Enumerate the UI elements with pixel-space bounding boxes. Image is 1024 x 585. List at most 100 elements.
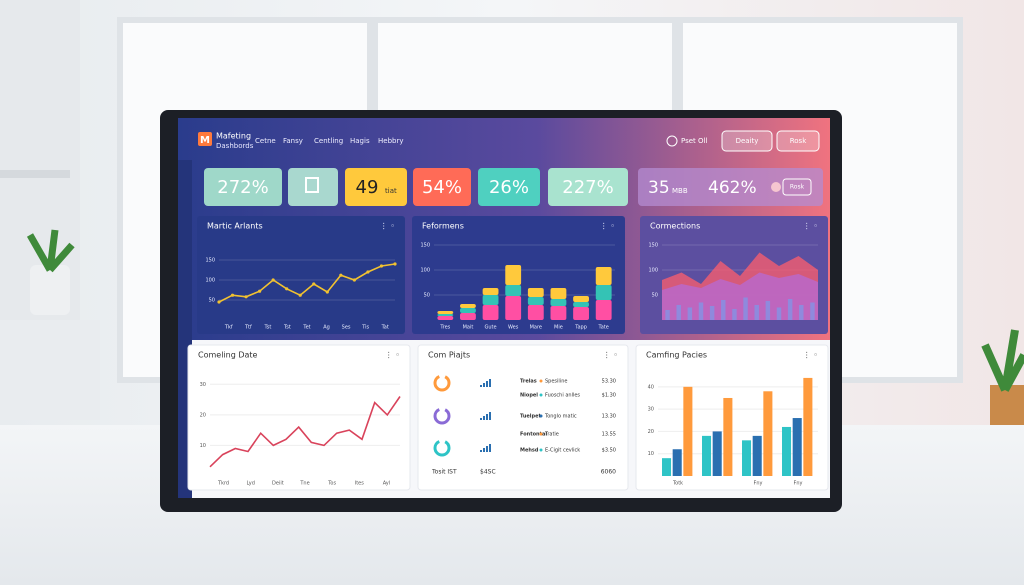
panel-menu[interactable]: ⋮ ◦	[603, 351, 618, 360]
summary-button[interactable]	[782, 178, 812, 196]
bar-segment	[550, 288, 567, 299]
list-cell: $1.30	[602, 393, 616, 399]
list-cell: Tratie	[544, 432, 559, 438]
app-subtitle: Dashbords	[216, 142, 254, 150]
bar	[712, 431, 722, 476]
panel-menu[interactable]: ⋮ ◦	[380, 222, 395, 231]
x-tick-label: Ag	[323, 325, 330, 331]
x-tick-label: Tapp	[574, 325, 587, 331]
nav-item[interactable]: Hebbry	[378, 137, 403, 145]
nav-item[interactable]: Cetne	[255, 137, 276, 145]
summary-value: 35	[648, 178, 670, 198]
y-tick-label: 100	[420, 268, 430, 274]
panel-title: Martic Arlants	[207, 222, 263, 231]
nav-item[interactable]: Centling	[314, 137, 343, 145]
panel-menu[interactable]: ⋮ ◦	[600, 222, 615, 231]
bullet	[539, 448, 543, 452]
list-cell: Spesiline	[545, 379, 567, 385]
kpi-card	[204, 168, 282, 206]
nav-item[interactable]: Hagis	[350, 137, 370, 145]
list-cell: Mehsd	[520, 448, 539, 454]
action[interactable]: Pset Oll	[681, 137, 707, 145]
x-tick-label: Tat	[381, 325, 389, 331]
x-tick-label: Tate	[598, 325, 609, 331]
kpi-value: 272%	[217, 177, 268, 198]
bar	[709, 306, 715, 320]
shelf	[0, 170, 70, 178]
bar	[810, 302, 815, 320]
button[interactable]	[721, 130, 773, 152]
point	[325, 290, 329, 294]
panel-title: Feformens	[422, 222, 464, 231]
y-tick-label: 150	[648, 243, 658, 249]
list-footer: $4SC	[480, 469, 496, 476]
y-tick-label: 50	[424, 293, 430, 299]
bar	[723, 397, 733, 476]
panel-menu[interactable]: ⋮ ◦	[803, 222, 818, 231]
mini-bar	[480, 450, 482, 452]
y-tick-label: 20	[648, 429, 654, 435]
x-tick-label: Ites	[355, 481, 365, 487]
bar	[687, 307, 693, 320]
x-tick-label: Ayl	[383, 481, 390, 487]
panel-title: Com Piajts	[428, 351, 470, 360]
line	[218, 263, 396, 303]
button[interactable]	[776, 130, 820, 152]
x-tick-label: Tst	[283, 325, 291, 331]
panel	[187, 344, 411, 491]
bar	[721, 300, 726, 320]
x-tick-label: Gute	[485, 325, 497, 331]
logo-icon	[198, 132, 212, 146]
x-tick-label: Tkrd	[217, 481, 229, 487]
panel-menu[interactable]: ⋮ ◦	[385, 351, 400, 360]
bar	[665, 310, 670, 320]
point	[379, 264, 384, 268]
bar	[743, 297, 748, 320]
kpi-value: 227%	[562, 177, 613, 198]
bar	[732, 309, 737, 320]
y-tick-label: 40	[648, 384, 654, 390]
panel	[197, 216, 405, 334]
bullet	[539, 379, 543, 383]
y-tick-label: 10	[200, 443, 206, 449]
mini-bar	[480, 385, 482, 387]
y-tick-label: 100	[205, 278, 215, 284]
bar	[782, 426, 792, 476]
kpi-value: 49	[356, 177, 379, 198]
bar-segment	[550, 299, 567, 306]
cabinet	[0, 320, 100, 420]
bar	[676, 305, 681, 320]
bar-segment	[460, 304, 476, 308]
mini-bar	[483, 448, 485, 452]
bar	[742, 440, 752, 476]
y-tick-label: 30	[648, 407, 654, 413]
bullet	[539, 432, 543, 436]
x-tick-label: Tkf	[224, 325, 233, 331]
kpi-icon	[305, 177, 319, 193]
button-label: Deaity	[736, 137, 759, 145]
bar-segment	[595, 300, 612, 320]
bar-segment	[482, 305, 499, 320]
panel-title: Camfing Pacies	[646, 351, 707, 360]
bar-segment	[505, 296, 522, 320]
bar	[799, 305, 804, 320]
nav-item[interactable]: Fansy	[283, 137, 303, 145]
x-tick-label: Lyd	[246, 481, 254, 487]
kpi-unit: tiat	[385, 187, 397, 195]
bar-segment	[437, 316, 454, 320]
x-tick-label: Deiit	[272, 481, 284, 487]
list-cell: Trelas	[520, 379, 537, 385]
list-cell: $3.50	[602, 448, 616, 454]
bar	[765, 301, 771, 320]
x-tick-label: Tres	[439, 325, 450, 331]
x-tick-label: Mare	[530, 325, 542, 331]
bar-segment	[527, 297, 544, 305]
x-tick-label: Mie	[554, 325, 563, 331]
summary-button-label: Rosk	[790, 184, 805, 191]
mini-bar	[489, 444, 491, 452]
panel-menu[interactable]: ⋮ ◦	[803, 351, 818, 360]
bar-segment	[595, 285, 612, 300]
bar	[792, 418, 802, 476]
point	[298, 293, 302, 297]
